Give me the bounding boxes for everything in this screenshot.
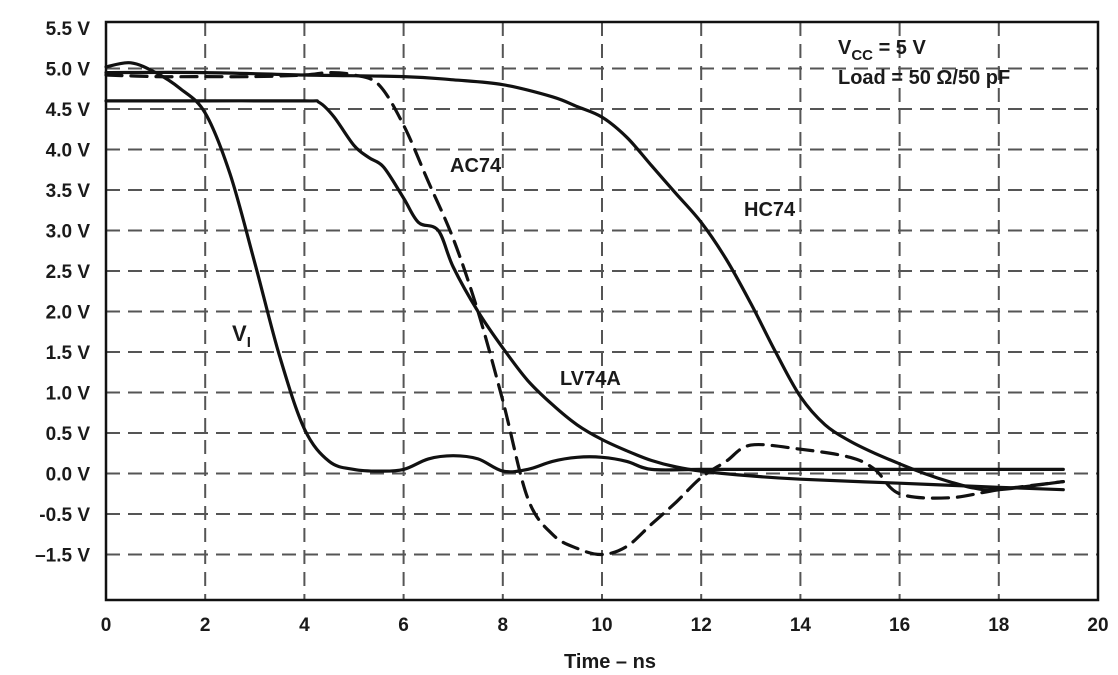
y-tick-label: -0.5 V (39, 505, 90, 526)
vi-label: VI (232, 321, 251, 351)
x-tick-label: 16 (889, 615, 910, 636)
x-tick-label: 20 (1087, 615, 1108, 636)
hc74-label: HC74 (744, 199, 796, 221)
vcc-annotation: VCC = 5 V (838, 37, 926, 64)
plot-frame (104, 20, 1100, 602)
x-tick-label: 2 (200, 615, 211, 636)
y-tick-label: 1.0 V (46, 384, 91, 405)
y-tick-label: 2.5 V (46, 262, 91, 283)
x-axis: 0 2 4 6 8 10 12 14 16 18 20 (101, 615, 1109, 636)
lv74a-label: LV74A (560, 368, 621, 390)
x-tick-label: 4 (299, 615, 310, 636)
ac74-label: AC74 (450, 155, 502, 177)
series-hc74-line (104, 70, 1065, 492)
curves (104, 61, 1065, 557)
x-tick-label: 12 (691, 615, 712, 636)
x-axis-title: Time – ns (564, 651, 656, 673)
x-tick-label: 0 (101, 615, 112, 636)
gridlines (106, 22, 1098, 600)
x-tick-label: 10 (591, 615, 612, 636)
x-tick-label: 6 (398, 615, 409, 636)
y-axis: 5.5 V 5.0 V 4.5 V 4.0 V 3.5 V 3.0 V 2.5 V 2.0 V… (35, 19, 90, 567)
x-tick-label: 18 (988, 615, 1009, 636)
y-tick-label: 1.5 V (46, 343, 91, 364)
series-ac74-line (104, 71, 1065, 557)
y-tick-label: 3.5 V (46, 181, 91, 202)
y-tick-label: 0.0 V (46, 465, 91, 486)
series-vi-line (104, 61, 1065, 474)
x-tick-label: 14 (790, 615, 812, 636)
load-annotation: Load = 50 Ω/50 pF (838, 67, 1010, 89)
series-lv74a-line (104, 99, 1065, 492)
x-tick-label: 8 (498, 615, 509, 636)
y-tick-label: 2.0 V (46, 303, 91, 324)
y-tick-label: 0.5 V (46, 424, 91, 445)
y-tick-label: 5.5 V (46, 19, 91, 40)
y-tick-label: –1.5 V (35, 546, 90, 567)
y-tick-label: 3.0 V (46, 222, 91, 243)
y-tick-label: 4.0 V (46, 141, 91, 162)
y-tick-label: 4.5 V (46, 100, 91, 121)
y-tick-label: 5.0 V (46, 60, 91, 81)
